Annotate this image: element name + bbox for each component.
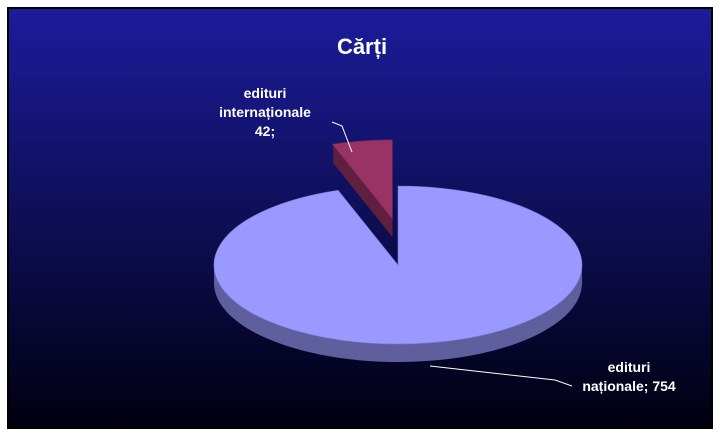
data-label: edituri internaționale 42; (219, 85, 311, 139)
slice (213, 185, 583, 345)
chart-title: Cărți (337, 34, 387, 59)
leader-line (429, 365, 573, 387)
leader-line (331, 121, 353, 153)
slice (331, 139, 393, 220)
data-label: edituri naționale; 754 (582, 359, 676, 394)
